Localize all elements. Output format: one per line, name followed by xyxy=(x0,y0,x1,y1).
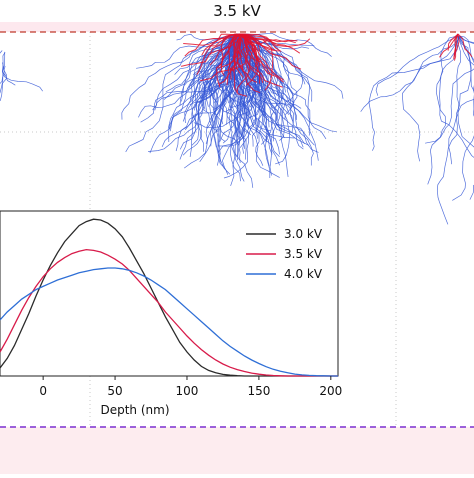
top-pink-band xyxy=(0,22,474,32)
legend-label: 4.0 kV xyxy=(284,267,323,281)
x-tick-label: 100 xyxy=(176,384,199,398)
trajectory-blue xyxy=(0,52,4,101)
x-tick-label: 50 xyxy=(107,384,122,398)
trajectory-blue xyxy=(457,36,474,196)
bottom-pink-band xyxy=(0,427,474,474)
trajectory-blue xyxy=(452,36,474,200)
x-axis-label: Depth (nm) xyxy=(100,403,169,417)
legend-label: 3.5 kV xyxy=(284,247,323,261)
x-tick-label: 200 xyxy=(319,384,342,398)
voltage-title: 3.5 kV xyxy=(0,2,474,20)
x-tick-label: 150 xyxy=(247,384,270,398)
trajectory-blue xyxy=(456,36,474,193)
trajectory-blue xyxy=(425,36,474,143)
trajectory-blue xyxy=(3,65,43,91)
trajectory-blue xyxy=(361,36,461,112)
inset-x-ticks: 0 50 100 150 200 xyxy=(39,376,342,398)
legend-label: 3.0 kV xyxy=(284,227,323,241)
electron-trajectories xyxy=(0,33,474,224)
trajectory-blue xyxy=(369,36,459,151)
x-tick-label: 0 xyxy=(39,384,47,398)
depth-profile-inset: 0 50 100 150 200 Depth (nm) 3.0 kV 3.5 kV 4.0 … xyxy=(0,211,342,417)
